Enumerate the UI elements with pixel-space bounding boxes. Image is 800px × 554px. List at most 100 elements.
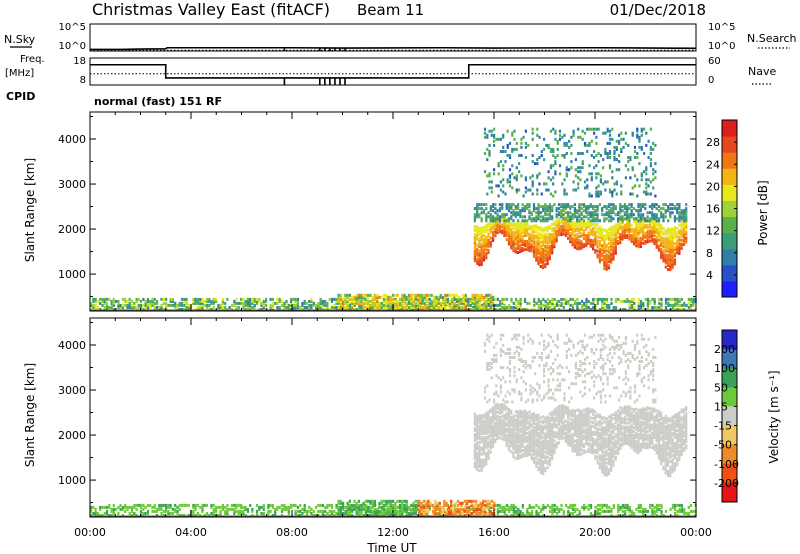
power-cell: [519, 236, 522, 239]
power-cell: [671, 227, 674, 231]
power-cell: [664, 253, 667, 257]
power-cell: [620, 137, 623, 141]
power-cell: [651, 231, 654, 235]
power-cell: [385, 299, 388, 303]
power-cell: [499, 180, 502, 184]
velocity-cell: [398, 512, 401, 515]
power-cell: [577, 170, 580, 174]
velocity-cell: [376, 512, 379, 515]
power-cell: [265, 303, 268, 307]
velocity-cell: [510, 415, 513, 419]
velocity-cell: [299, 503, 302, 507]
power-cell: [636, 129, 639, 133]
power-cell: [596, 229, 599, 233]
power-cell: [376, 295, 379, 299]
velocity-cell: [503, 426, 506, 429]
power-cell: [682, 213, 686, 217]
velocity-cell: [476, 443, 479, 447]
velocity-cell: [421, 503, 424, 507]
power-cell: [457, 306, 461, 309]
power-cell: [498, 224, 501, 228]
power-cell: [592, 245, 595, 249]
power-cell: [537, 242, 540, 246]
freq-line: [90, 63, 696, 79]
velocity-cell: [646, 509, 649, 513]
power-cell: [607, 235, 611, 239]
power-cell: [488, 152, 491, 155]
power-cell: [112, 301, 115, 305]
velocity-cell: [498, 432, 501, 436]
velocity-cell: [151, 509, 154, 513]
velocity-cell: [478, 465, 481, 469]
power-cell: [623, 231, 626, 235]
velocity-cell: [569, 512, 572, 515]
velocity-cell: [428, 505, 431, 509]
velocity-cell: [459, 507, 462, 511]
velocity-cell: [482, 419, 486, 423]
power-cell: [128, 301, 131, 305]
power-cell: [417, 299, 420, 303]
velocity-cell: [450, 507, 453, 511]
power-cell: [153, 301, 156, 305]
power-cell: [580, 232, 583, 236]
power-cell: [605, 253, 608, 257]
velocity-cell: [337, 512, 340, 515]
power-cell: [562, 209, 565, 213]
power-cell: [540, 154, 543, 157]
velocity-cell: [505, 444, 508, 448]
power-cell: [576, 241, 579, 245]
power-cell: [542, 253, 545, 257]
power-cell: [544, 252, 547, 256]
power-cell: [636, 135, 639, 139]
power-cell: [570, 166, 573, 170]
velocity-cell: [492, 438, 495, 442]
power-cell: [387, 306, 390, 309]
power-cell: [480, 306, 483, 309]
power-cell: [669, 231, 672, 235]
velocity-cell: [487, 412, 490, 416]
velocity-cell: [140, 509, 143, 513]
power-cell: [619, 209, 622, 213]
velocity-cell: [473, 465, 476, 469]
power-cell: [680, 211, 683, 215]
power-cell: [340, 303, 343, 307]
power-cell: [605, 261, 608, 265]
power-cell: [612, 237, 615, 241]
power-cell: [678, 297, 681, 301]
velocity-cell: [133, 512, 136, 515]
power-cell: [642, 205, 645, 209]
power-cell: [640, 147, 643, 151]
power-cell: [596, 297, 599, 301]
velocity-cell: [558, 509, 561, 513]
power-cell: [513, 176, 516, 180]
power-cell: [176, 306, 179, 309]
power-cell: [596, 235, 599, 239]
power-cell: [596, 209, 599, 213]
power-cell: [471, 306, 474, 309]
power-cell: [644, 297, 647, 301]
power-cell: [654, 170, 657, 174]
power-cell: [589, 222, 592, 226]
velocity-cell: [219, 509, 222, 513]
velocity-cell: [389, 501, 392, 505]
velocity-cell: [94, 509, 97, 513]
velocity-cell: [357, 512, 361, 515]
power-cell: [531, 174, 534, 178]
velocity-cell: [276, 507, 279, 511]
velocity-cell: [501, 408, 504, 412]
velocity-cell: [496, 433, 499, 436]
velocity-cell: [507, 436, 511, 440]
power-cell: [583, 301, 586, 305]
power-cell: [485, 228, 488, 231]
velocity-cell: [108, 505, 111, 509]
power-cell: [482, 228, 486, 232]
power-cell: [642, 203, 645, 207]
power-cell: [517, 246, 520, 250]
power-cell: [515, 166, 518, 170]
power-cell: [414, 295, 417, 299]
power-cell: [349, 306, 352, 309]
power-cell: [376, 306, 379, 309]
power-cell: [651, 217, 654, 221]
power-cell: [553, 239, 556, 243]
power-cell: [627, 168, 630, 172]
